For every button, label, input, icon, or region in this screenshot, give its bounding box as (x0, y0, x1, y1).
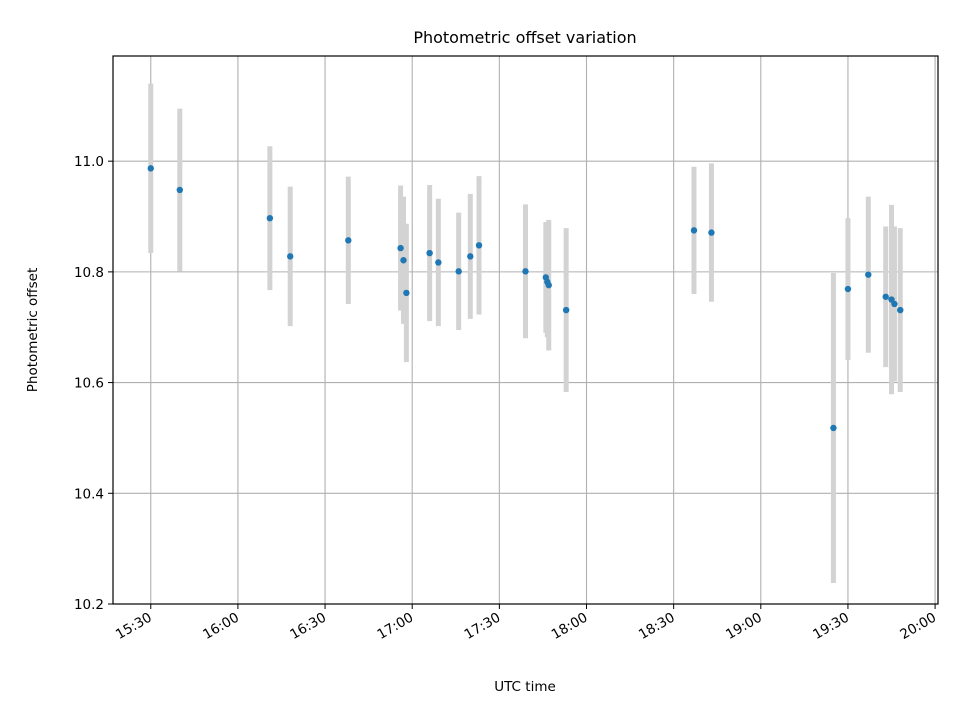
x-axis-label: UTC time (494, 679, 556, 695)
y-axis-ticks: 10.2 10.4 10.6 10.8 11.0 (74, 154, 113, 613)
data-point (882, 293, 889, 300)
data-point (891, 300, 898, 308)
y-tick-label: 10.4 (74, 486, 104, 502)
plot-frame (112, 55, 939, 605)
data-point (400, 257, 407, 264)
data-point (467, 253, 474, 260)
chart-title: Photometric offset variation (413, 28, 636, 47)
data-point (522, 268, 529, 275)
y-tick-label: 11.0 (74, 154, 104, 170)
data-point (455, 268, 462, 275)
y-tick-label: 10.6 (74, 376, 104, 392)
data-point (545, 281, 552, 289)
data-point (345, 237, 352, 244)
y-tick-label: 10.2 (74, 597, 104, 613)
data-points (147, 165, 904, 432)
data-point (475, 242, 483, 249)
data-point (897, 306, 904, 314)
data-point (844, 285, 852, 293)
data-point (403, 289, 410, 297)
data-point (426, 249, 433, 257)
data-point (865, 271, 872, 278)
data-point (397, 244, 404, 252)
data-point (287, 253, 294, 260)
data-point (176, 186, 184, 194)
y-tick-label: 10.8 (74, 265, 104, 281)
data-point (690, 227, 698, 234)
y-axis-label: Photometric offset (25, 268, 41, 392)
data-point (562, 306, 570, 314)
data-point (266, 214, 274, 222)
data-point (147, 165, 154, 172)
data-point (708, 229, 715, 236)
data-point (830, 424, 837, 432)
data-point (435, 259, 442, 266)
